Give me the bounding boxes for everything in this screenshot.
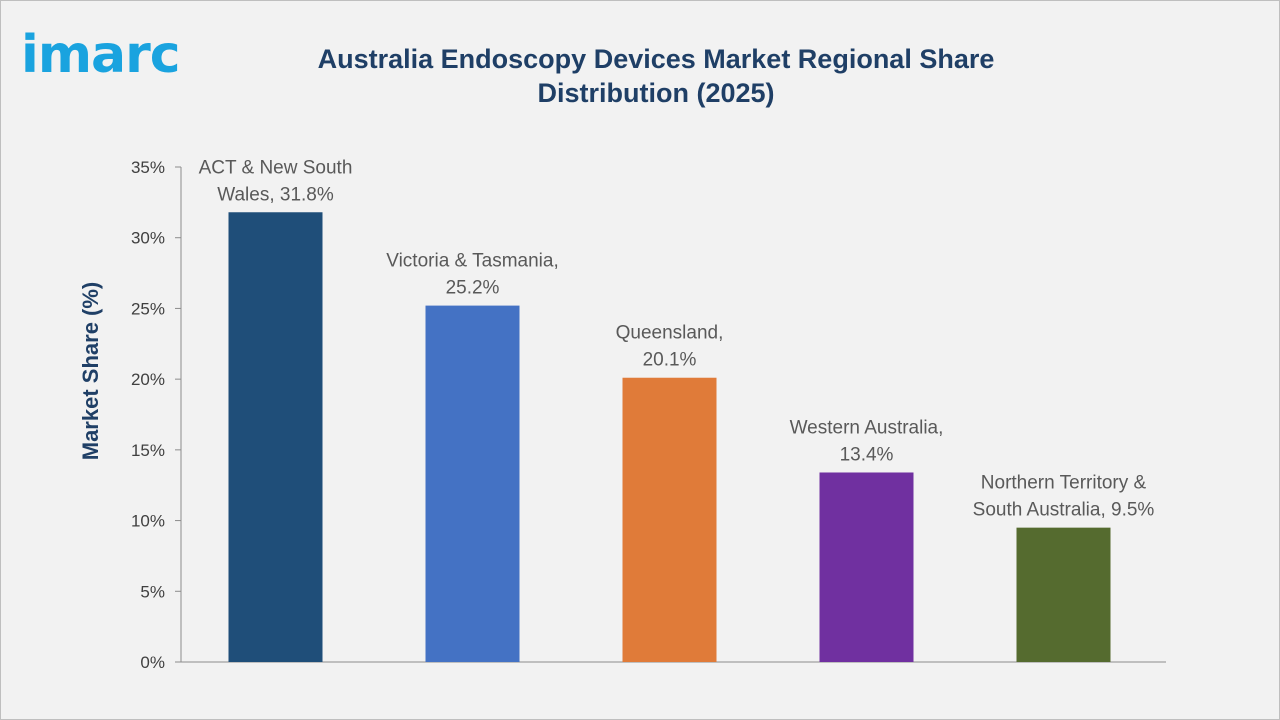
bars <box>228 212 1111 662</box>
data-label: ACT & New South Wales, 31.8% <box>199 157 353 205</box>
bar <box>228 212 323 662</box>
bar <box>622 377 717 662</box>
bar <box>819 472 914 662</box>
data-label: Queensland, 20.1% <box>616 323 724 371</box>
y-tick-label: 0% <box>140 653 165 672</box>
data-label: Victoria & Tasmania, 25.2% <box>386 251 559 299</box>
data-label: Western Australia, 13.4% <box>790 417 944 465</box>
chart-title: Australia Endoscopy Devices Market Regio… <box>317 44 995 108</box>
y-tick-label: 20% <box>131 370 165 389</box>
bar <box>1016 527 1111 662</box>
y-tick-label: 15% <box>131 441 165 460</box>
y-axis-label: Market Share (%) <box>78 282 103 461</box>
data-labels: ACT & New South Wales, 31.8% Victoria & Ta… <box>199 157 1155 520</box>
bar <box>425 305 520 662</box>
y-axis: 0% 5% 10% 15% 20% 25% 30% 35% <box>131 158 1166 672</box>
y-tick-label: 35% <box>131 158 165 177</box>
y-tick-label: 10% <box>131 512 165 531</box>
data-label: Northern Territory & South Australia, 9.5… <box>973 473 1155 521</box>
y-tick-label: 30% <box>131 229 165 248</box>
imarc-logo: imarc <box>21 25 181 85</box>
y-tick-label: 25% <box>131 299 165 318</box>
y-tick-label: 5% <box>140 582 165 601</box>
